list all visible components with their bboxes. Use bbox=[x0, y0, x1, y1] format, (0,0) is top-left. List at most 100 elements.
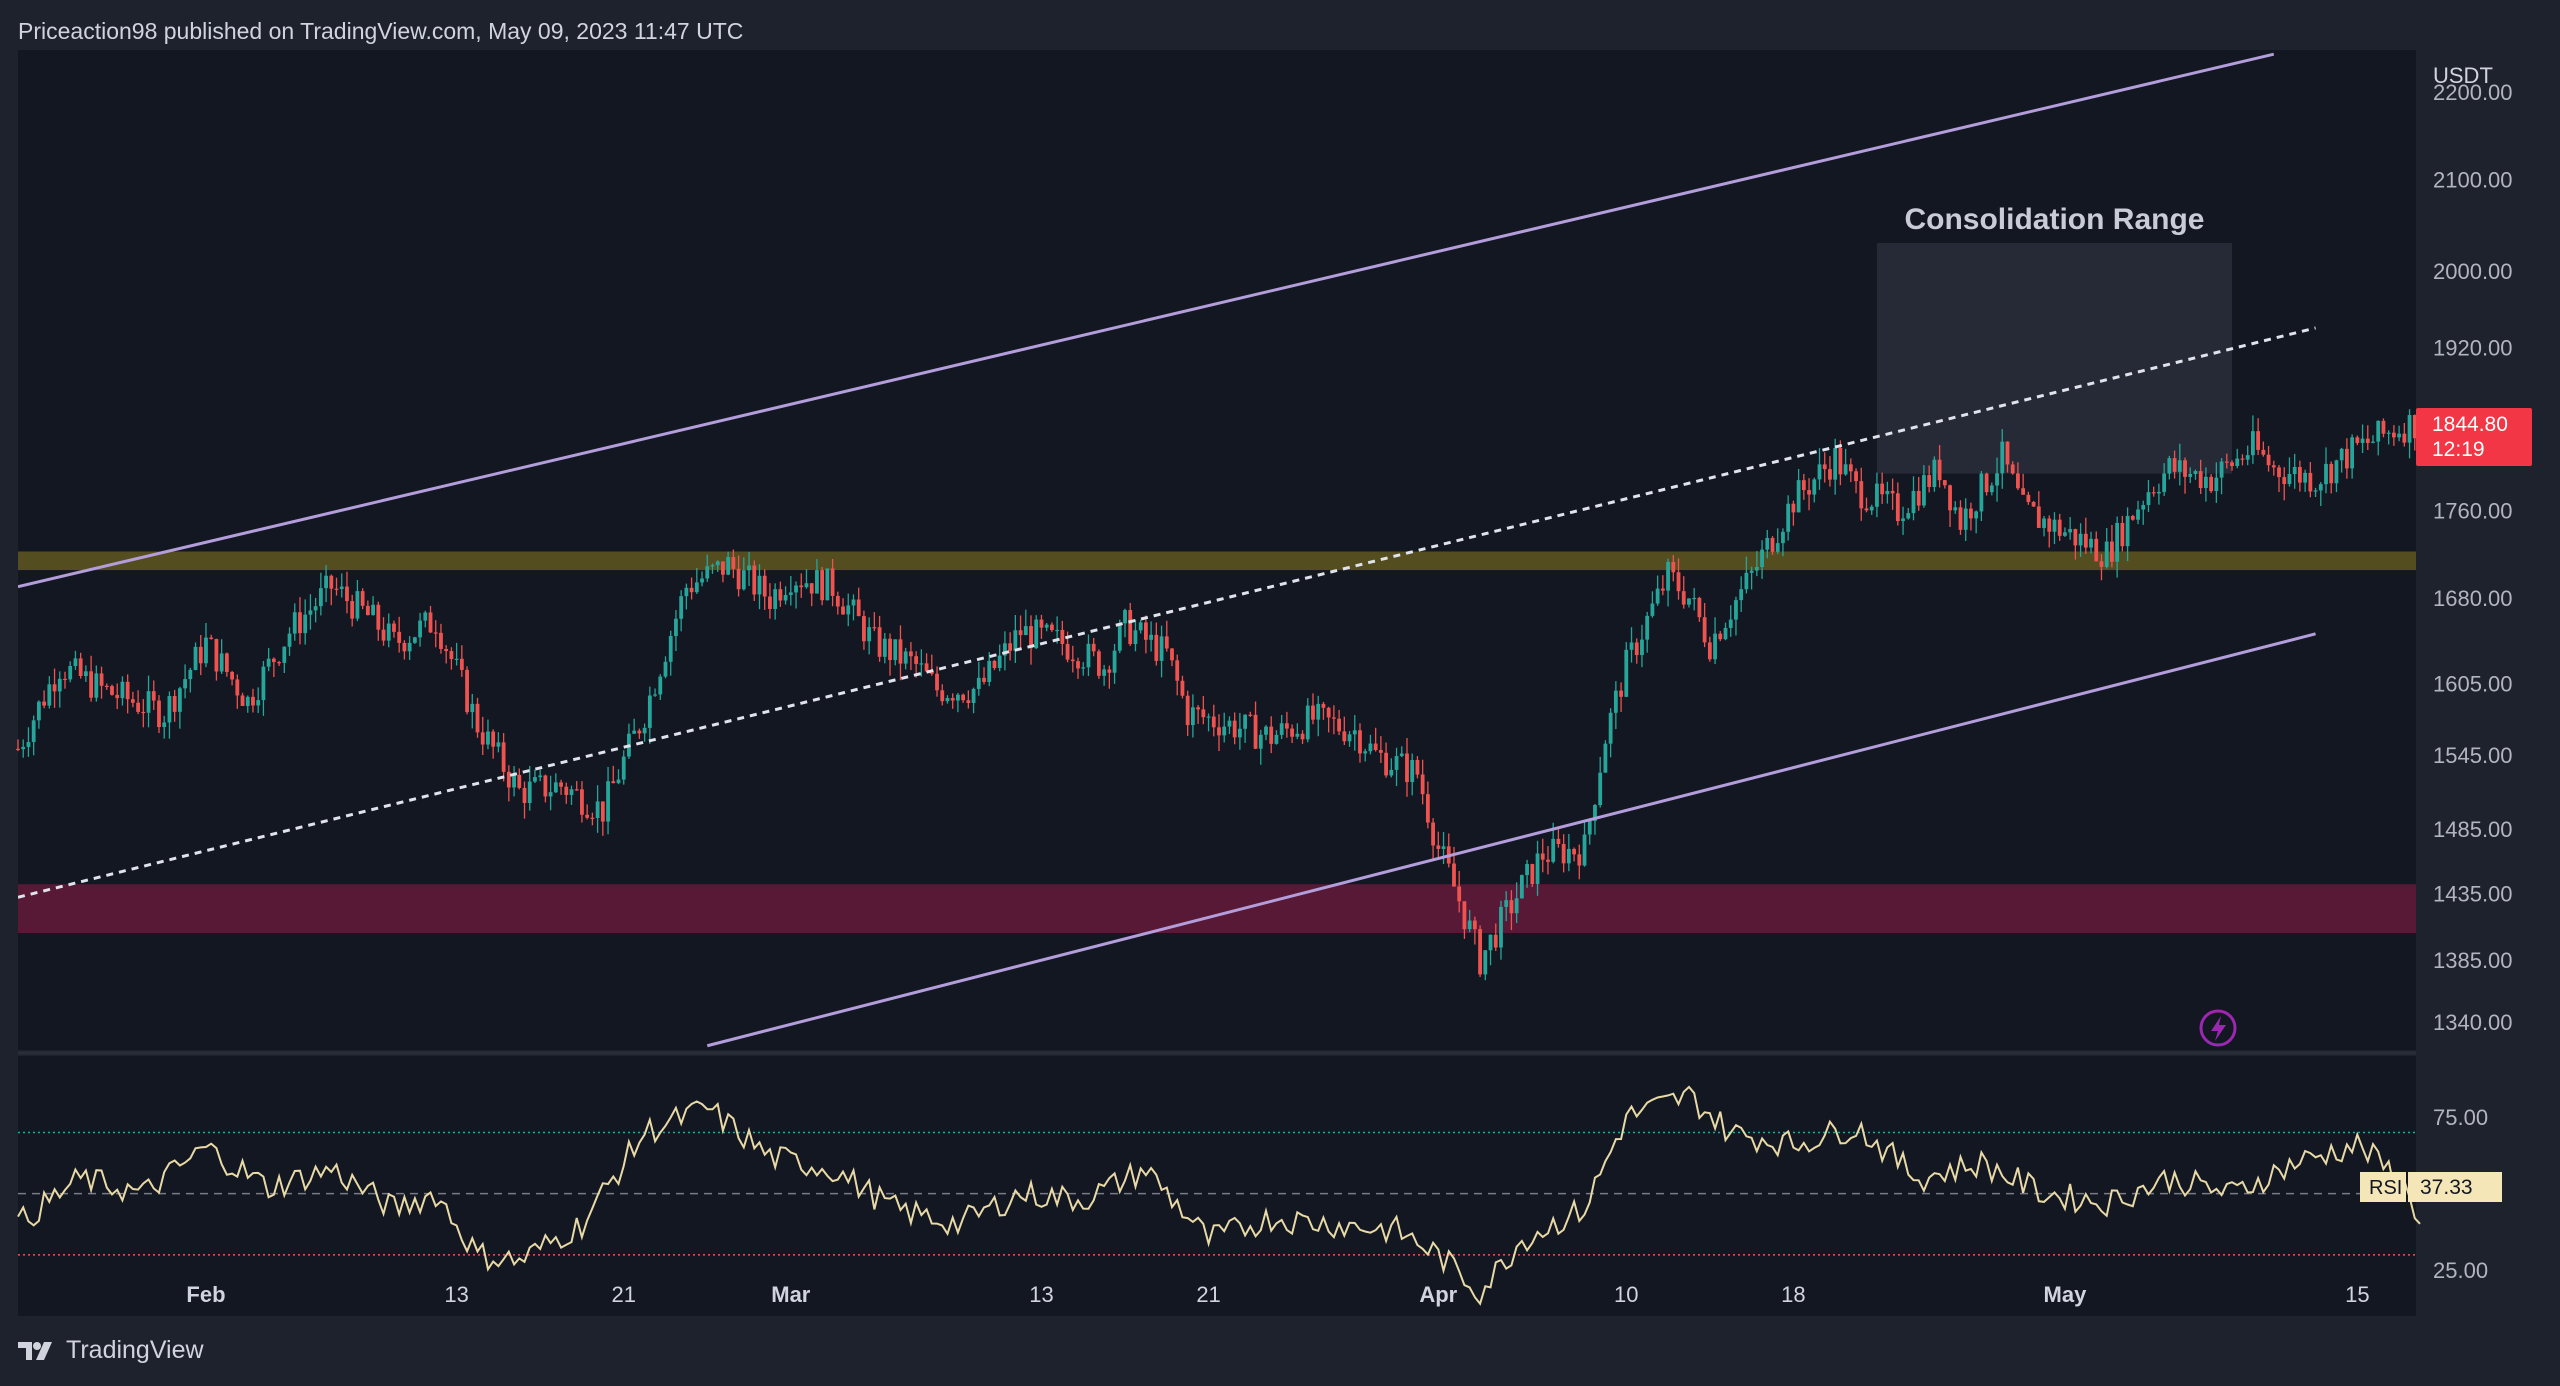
candle-body bbox=[1739, 589, 1744, 601]
candle-body bbox=[1441, 846, 1446, 849]
candle-body bbox=[1969, 508, 1973, 519]
price-tick-label: 1605.00 bbox=[2433, 671, 2513, 696]
candle-body bbox=[2329, 463, 2334, 484]
candle-body bbox=[376, 604, 381, 630]
footer-brand[interactable]: TradingView bbox=[18, 1336, 204, 1365]
candle-body bbox=[611, 781, 616, 784]
candle-body bbox=[1640, 639, 1644, 656]
candle-body bbox=[694, 582, 699, 593]
candle-body bbox=[1995, 473, 1999, 486]
candle-body bbox=[2339, 448, 2344, 461]
candle-body bbox=[31, 720, 36, 743]
candle-body bbox=[245, 696, 250, 706]
channel-line-lower bbox=[706, 632, 2316, 1048]
candle-body bbox=[360, 591, 365, 606]
candle-body bbox=[324, 575, 328, 589]
candle-body bbox=[230, 671, 234, 680]
candle-body bbox=[788, 592, 793, 595]
candle-body bbox=[1269, 726, 1274, 744]
candle-body bbox=[287, 633, 292, 647]
candle-body bbox=[1519, 875, 1524, 899]
candle-body bbox=[1384, 752, 1388, 776]
candle-body bbox=[1718, 633, 1723, 640]
candle-body bbox=[1786, 503, 1791, 532]
candle-body bbox=[1237, 728, 1242, 738]
candle-body bbox=[1227, 720, 1232, 727]
candle-body bbox=[459, 658, 464, 670]
brand-label: TradingView bbox=[66, 1336, 204, 1364]
candle-body bbox=[355, 591, 360, 619]
candle-body bbox=[1514, 898, 1519, 914]
candle-body bbox=[1358, 730, 1362, 754]
candle-body bbox=[1499, 906, 1503, 948]
candle-body bbox=[548, 792, 553, 797]
candle-body bbox=[1023, 626, 1028, 636]
candle-body bbox=[1760, 549, 1764, 568]
candle-body bbox=[496, 742, 501, 747]
candle-body bbox=[1300, 733, 1305, 740]
candle-body bbox=[1457, 886, 1462, 902]
candle-body bbox=[877, 627, 882, 657]
candle-body bbox=[1650, 603, 1655, 616]
candle-body bbox=[663, 661, 668, 677]
candle-body bbox=[1744, 572, 1749, 590]
candle-body bbox=[486, 731, 490, 745]
candle-body bbox=[862, 616, 866, 642]
candle-body bbox=[2089, 538, 2093, 548]
candle-body bbox=[606, 781, 610, 822]
candle-body bbox=[966, 700, 971, 704]
candle-body bbox=[710, 565, 715, 567]
candle-body bbox=[1875, 483, 1879, 507]
candle-body bbox=[2151, 492, 2156, 494]
candle-body bbox=[1180, 680, 1185, 696]
time-tick-label: 18 bbox=[1781, 1282, 1805, 1307]
candle-body bbox=[2308, 472, 2313, 492]
candle-body bbox=[2167, 458, 2172, 474]
candle-body bbox=[1989, 485, 1994, 493]
candle-body bbox=[386, 623, 391, 641]
candle-body bbox=[1687, 598, 1691, 605]
candle-body bbox=[339, 586, 344, 589]
candle-body bbox=[1284, 723, 1289, 729]
candle-body bbox=[945, 697, 950, 702]
candle-body bbox=[893, 639, 898, 661]
candle-body bbox=[214, 639, 219, 672]
candle-body bbox=[1128, 610, 1133, 645]
candle-body bbox=[1723, 627, 1728, 640]
candle-body bbox=[94, 673, 99, 698]
candle-body bbox=[1916, 490, 1921, 506]
candle-body bbox=[47, 684, 52, 706]
candle-body bbox=[381, 629, 386, 641]
candle-body bbox=[240, 695, 245, 706]
candle-body bbox=[402, 642, 407, 652]
candle-body bbox=[1462, 901, 1467, 930]
candle-body bbox=[1018, 630, 1023, 636]
candle-body bbox=[2219, 461, 2224, 478]
candle-body bbox=[1316, 703, 1321, 720]
price-tick-label: 1545.00 bbox=[2433, 743, 2513, 768]
candle-body bbox=[1248, 714, 1253, 716]
candle-body bbox=[1781, 531, 1785, 544]
time-axis[interactable]: Feb 13 21 Mar 13 21 Apr 10 18 May 15 bbox=[186, 1282, 2369, 1307]
lightning-icon[interactable] bbox=[2199, 1009, 2237, 1047]
time-tick-label: Mar bbox=[771, 1282, 811, 1307]
candle-body bbox=[1483, 950, 1488, 975]
candle-body bbox=[2303, 472, 2308, 483]
candle-body bbox=[89, 671, 94, 698]
time-tick-label: Feb bbox=[186, 1282, 225, 1307]
candle-body bbox=[52, 684, 57, 692]
candle-body bbox=[57, 678, 62, 692]
candle-body bbox=[2047, 518, 2052, 532]
candle-body bbox=[2068, 529, 2073, 533]
candle-body bbox=[2057, 519, 2062, 536]
candle-body bbox=[1117, 623, 1122, 651]
candle-body bbox=[522, 787, 527, 804]
price-tick-label: 1435.00 bbox=[2433, 881, 2513, 906]
price-axis[interactable]: 2200.00 2100.00 2000.00 1920.00 1760.00 1680.… bbox=[2433, 80, 2513, 1035]
candle-body bbox=[1530, 864, 1535, 885]
candle-body bbox=[1666, 561, 1670, 591]
rsi-indicator bbox=[17, 1085, 2421, 1306]
candle-body bbox=[1290, 728, 1295, 737]
candle-body bbox=[512, 774, 516, 788]
